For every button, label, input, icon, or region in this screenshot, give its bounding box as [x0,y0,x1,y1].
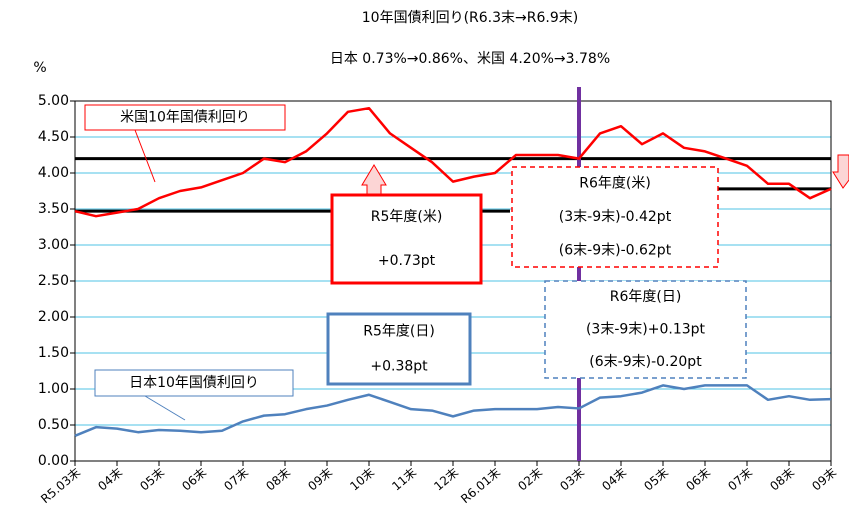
annotation-box [330,193,483,285]
x-tick-label: 07末 [725,465,755,493]
x-tick-label: R5.03末 [38,465,83,506]
x-tick-label: 06末 [179,465,209,493]
y-tick-label: 2.50 [38,273,69,289]
x-tick-label: 11末 [389,465,419,493]
down-arrow [832,154,849,189]
x-tick-label: 07末 [221,465,251,493]
y-tick-label: 5.00 [38,93,69,109]
y-tick-label: 4.00 [38,165,69,181]
series-line [74,106,832,218]
annotation-box [326,312,472,386]
y-tick-label: 1.00 [38,381,69,397]
x-tick-label: 04末 [95,465,125,493]
legend-label: 日本10年国債利回り [129,375,259,391]
x-tick-label: 05末 [641,465,671,493]
legend-label: 米国10年国債利回り [120,110,250,126]
y-axis-label: % [33,60,46,76]
x-tick-label: 06末 [683,465,713,493]
x-tick-label: 03末 [557,465,587,493]
y-tick-label: 0.00 [38,453,69,469]
annotation-text: +0.73pt [378,253,436,269]
y-tick-label: 3.00 [38,237,69,253]
chart-title: 10年国債利回り(R6.3末→R6.9末) [362,10,578,26]
annotation-text: R6年度(日) [610,289,682,305]
annotation-box [544,280,747,379]
y-tick-label: 4.50 [38,129,69,145]
x-tick-label: 05末 [137,465,167,493]
legend-box [84,104,286,131]
callout-leader [134,129,156,183]
x-tick-label: 08末 [767,465,797,493]
x-tick-label: R6.01末 [458,465,503,506]
legend-box [94,369,294,397]
y-tick-label: 3.50 [38,201,69,217]
callout-leader [144,395,186,421]
series-line [74,384,832,437]
x-tick-label: 09末 [305,465,335,493]
x-tick-label: 09末 [809,465,839,493]
annotation-text: +0.38pt [370,359,428,375]
annotation-text: R6年度(米) [579,176,651,192]
x-tick-label: 04末 [599,465,629,493]
y-tick-label: 1.50 [38,345,69,361]
chart-subtitle: 日本 0.73%→0.86%、米国 4.20%→3.78% [330,51,610,67]
annotation-text: R5年度(米) [371,209,443,225]
annotation-text: (6末-9末)-0.62pt [559,242,672,258]
annotation-text: R5年度(日) [363,324,435,340]
annotation-text: (3末-9末)+0.13pt [586,322,706,338]
annotation-text: (6末-9末)-0.20pt [589,354,702,370]
x-tick-label: 08末 [263,465,293,493]
x-tick-label: 10末 [347,465,377,493]
annotation-text: (3末-9末)-0.42pt [559,209,672,225]
x-tick-label: 02末 [515,465,545,493]
annotation-box [511,166,719,268]
y-tick-label: 2.00 [38,309,69,325]
y-tick-label: 0.50 [38,417,69,433]
x-tick-label: 12末 [431,465,461,493]
